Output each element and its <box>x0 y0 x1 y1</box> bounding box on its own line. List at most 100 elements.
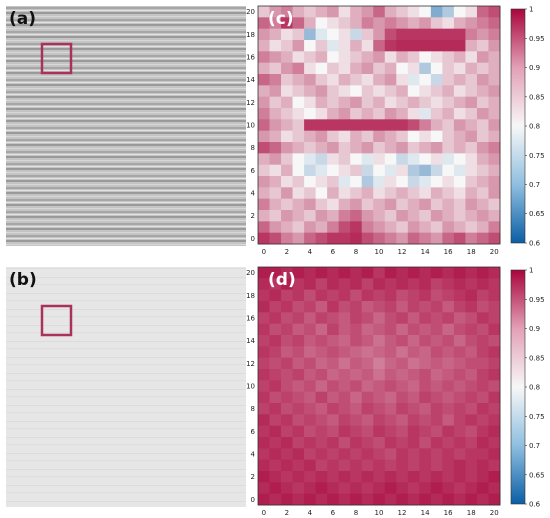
heatmap-c-cell <box>373 153 386 166</box>
heatmap-c-y-tick-label: 12 <box>246 99 255 107</box>
heatmap-d-cell <box>281 346 293 359</box>
heatmap-c-cell <box>350 6 363 18</box>
heatmap-d-cell <box>292 369 305 381</box>
heatmap-c-cell <box>315 6 328 18</box>
heatmap-c-cell <box>281 119 293 132</box>
heatmap-d-cell <box>373 425 386 438</box>
heatmap-d-cell <box>304 267 317 279</box>
heatmap-d-cell <box>338 482 351 495</box>
heatmap-c-cell <box>269 40 282 52</box>
heatmap-d-y-tick-label: 20 <box>246 269 255 277</box>
heatmap-d-cell <box>350 346 363 359</box>
heatmap-c-cell <box>361 40 374 52</box>
heatmap-c-cell <box>361 176 374 188</box>
heatmap-d-cell <box>453 448 466 461</box>
heatmap-c-cell <box>269 198 282 211</box>
heatmap-d-cell <box>350 391 363 404</box>
heatmap-c-cell <box>292 187 305 200</box>
heatmap-c-cell <box>281 62 293 75</box>
heatmap-c-cell <box>488 232 501 245</box>
heatmap-c-cell <box>430 210 443 222</box>
heatmap-c-cell <box>488 119 501 132</box>
heatmap-c-cell <box>384 85 397 98</box>
heatmap-d-cell <box>419 369 432 381</box>
heatmap-c-cell <box>304 28 317 41</box>
heatmap-d-cell <box>430 267 443 279</box>
heatmap-c-cell <box>338 232 351 245</box>
heatmap-c-cell <box>419 119 432 132</box>
heatmap-d-cell <box>269 346 282 359</box>
heatmap-c-cell <box>327 119 340 132</box>
heatmap-d-cell <box>304 346 317 359</box>
heatmap-d-cell <box>338 391 351 404</box>
heatmap-d-cell <box>327 391 340 404</box>
heatmap-d-cell <box>350 323 363 336</box>
heatmap-c-cell <box>292 164 305 177</box>
heatmap-c-y-tick-label: 2 <box>251 212 255 220</box>
heatmap-d-cell <box>292 267 305 279</box>
heatmap-c-cell <box>396 232 409 245</box>
heatmap-c-cell <box>281 130 293 143</box>
heatmap-c-cell <box>476 176 489 188</box>
heatmap-d-cell <box>442 346 455 359</box>
heatmap-d-cell <box>430 493 443 506</box>
heatmap-d-cell <box>396 267 409 279</box>
heatmap-c-cell <box>442 62 455 75</box>
heatmap-d-cell <box>350 482 363 495</box>
heatmap-d-cell <box>384 267 397 279</box>
heatmap-d-cell <box>465 267 478 279</box>
heatmap-d-cell <box>373 357 386 370</box>
heatmap-d-cell <box>258 403 270 415</box>
heatmap-c-cell <box>476 210 489 222</box>
heatmap-d-cell <box>430 437 443 449</box>
heatmap-c-cell <box>304 164 317 177</box>
heatmap-d-cell <box>442 403 455 415</box>
heatmap-c-cell <box>281 153 293 166</box>
heatmap-c-cell <box>338 6 351 18</box>
heatmap-c-cell <box>361 62 374 75</box>
heatmap-d-cell <box>442 289 455 302</box>
heatmap-d-cell <box>430 459 443 472</box>
heatmap-d-cell <box>338 414 351 427</box>
heatmap-c-cell <box>292 221 305 234</box>
heatmap-d-cell <box>292 425 305 438</box>
heatmap-c-cell <box>407 6 420 18</box>
heatmap-c-cell <box>384 153 397 166</box>
heatmap-c-cell <box>281 187 293 200</box>
heatmap-c-cell <box>430 130 443 143</box>
heatmap-d-cell <box>327 437 340 449</box>
heatmap-c-cell <box>476 40 489 52</box>
heatmap-d-cell <box>361 289 374 302</box>
colorbar-d-tick-label: 0.8 <box>529 384 540 392</box>
heatmap-d-cell <box>338 335 351 347</box>
heatmap-c-cell <box>476 142 489 154</box>
heatmap-d-cell <box>476 369 489 381</box>
heatmap-c-cell <box>488 85 501 98</box>
heatmap-c-y-tick-label: 0 <box>251 235 255 243</box>
heatmap-d-cell <box>292 357 305 370</box>
heatmap-c-cell <box>361 142 374 154</box>
heatmap-d-x-tick-label: 20 <box>490 509 499 517</box>
heatmap-c-cell <box>327 153 340 166</box>
heatmap-c-cell <box>338 187 351 200</box>
heatmap-c-cell <box>304 232 317 245</box>
heatmap-d-cell <box>304 289 317 302</box>
heatmap-c-cell <box>373 176 386 188</box>
heatmap-c-cell <box>338 28 351 41</box>
heatmap-d-cell <box>384 459 397 472</box>
heatmap-d-cell <box>465 471 478 483</box>
heatmap-c-cell <box>407 96 420 109</box>
heatmap-c-cell <box>269 6 282 18</box>
heatmap-d-cell <box>338 301 351 313</box>
heatmap-d-cell <box>488 482 501 495</box>
heatmap-d-cell <box>419 437 432 449</box>
heatmap-c-cell <box>361 108 374 120</box>
heatmap-d-cell <box>419 493 432 506</box>
heatmap-d-cell <box>407 403 420 415</box>
heatmap-d-cell <box>292 323 305 336</box>
heatmap-d-cell <box>373 448 386 461</box>
heatmap-c-cell <box>281 210 293 222</box>
heatmap-c-cell <box>361 164 374 177</box>
heatmap-c-cell <box>442 176 455 188</box>
heatmap-d-cell <box>315 493 328 506</box>
